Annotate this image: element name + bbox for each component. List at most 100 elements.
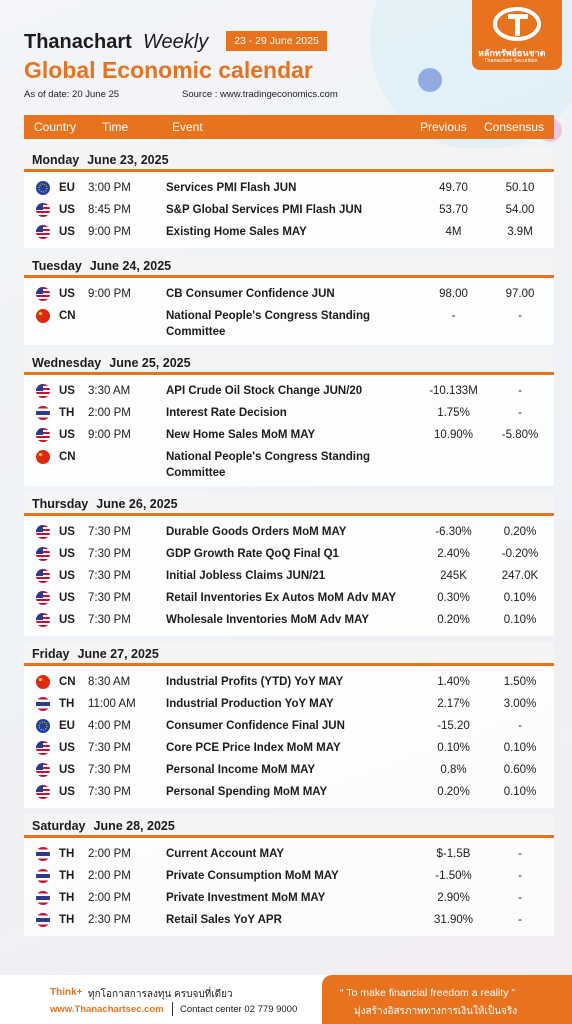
country: US	[59, 226, 75, 238]
consensus: -	[518, 892, 522, 904]
event-row: TH 2:00 PM Current Account MAY $-1.5B -	[24, 843, 554, 865]
flag	[36, 525, 50, 544]
country: TH	[59, 914, 75, 926]
column-label: Country	[34, 120, 77, 134]
previous: 0.20%	[437, 786, 470, 798]
event: Wholesale Inventories MoM Adv MAY	[166, 614, 369, 626]
previous: 4M	[445, 226, 462, 238]
flag	[36, 181, 50, 200]
flag	[36, 719, 50, 738]
event-row: EU 4:00 PM Consumer Confidence Final JUN -1…	[24, 715, 554, 737]
day-rows: EU 3:00 PM Services PMI Flash JUN 49.70 50.1…	[24, 172, 554, 248]
country: US	[59, 526, 75, 538]
event: Consumer Confidence Final JUN	[166, 720, 345, 732]
day-header: Wednesday June 25, 2025	[24, 351, 554, 375]
column-label: Event	[172, 120, 203, 134]
event: Industrial Production YoY MAY	[166, 698, 334, 710]
country: US	[59, 385, 75, 397]
previous: 2.17%	[437, 698, 470, 710]
event-row: TH 11:00 AM Industrial Production YoY MAY 2…	[24, 693, 554, 715]
consensus: 0.60%	[503, 764, 537, 776]
event-row: US 8:45 PM S&P Global Services PMI Flash J…	[24, 199, 554, 221]
event: Industrial Profits (YTD) YoY MAY	[166, 676, 344, 688]
flag	[36, 785, 50, 804]
event-row: US 3:30 AM API Crude Oil Stock Change JUN/…	[24, 380, 554, 402]
day-rows: US 7:30 PM Durable Goods Orders MoM MAY -6.…	[24, 516, 554, 636]
country: US	[59, 570, 75, 582]
flag	[36, 869, 50, 888]
event: National People's Congress Standing Comm…	[166, 451, 371, 479]
day-section: Monday June 23, 2025 EU 3:00 PM Services PMI…	[24, 148, 554, 248]
country: US	[59, 429, 75, 441]
consensus: 3.00%	[503, 698, 537, 710]
time: 2:30 PM	[88, 914, 131, 926]
time: 2:00 PM	[88, 407, 131, 419]
consensus: 0.10%	[503, 614, 537, 626]
day-rows: US 3:30 AM API Crude Oil Stock Change JUN/…	[24, 375, 554, 486]
event-row: US 9:00 PM Existing Home Sales MAY 4M 3.9M	[24, 221, 554, 243]
event: Durable Goods Orders MoM MAY	[166, 526, 347, 538]
day-section: Wednesday June 25, 2025 US 3:30 AM API Crude…	[24, 351, 554, 486]
time: 7:30 PM	[88, 614, 131, 626]
previous	[421, 449, 486, 481]
time: 7:30 PM	[88, 526, 131, 538]
event-row: CN National People's Congress Standing Co…	[24, 305, 554, 340]
time: 3:30 AM	[88, 385, 131, 397]
time	[88, 308, 166, 340]
event: Interest Rate Decision	[166, 407, 287, 419]
day-date: June 27, 2025	[77, 647, 159, 661]
country: US	[59, 204, 75, 216]
country: US	[59, 786, 75, 798]
previous: 31.90%	[433, 914, 473, 926]
day-date: June 23, 2025	[87, 153, 169, 167]
previous: 0.30%	[437, 592, 470, 604]
consensus: -	[518, 914, 522, 926]
event-row: US 7:30 PM Core PCE Price Index MoM MAY 0.1…	[24, 737, 554, 759]
event-row: US 7:30 PM Durable Goods Orders MoM MAY -6.…	[24, 521, 554, 543]
event: Private Consumption MoM MAY	[166, 870, 339, 882]
time: 2:00 PM	[88, 892, 131, 904]
event: Personal Income MoM MAY	[166, 764, 316, 776]
consensus: -0.20%	[501, 548, 539, 560]
consensus: -	[518, 407, 522, 419]
time: 2:00 PM	[88, 848, 131, 860]
event: Existing Home Sales MAY	[166, 226, 307, 238]
country: US	[59, 548, 75, 560]
previous: -15.20	[437, 720, 470, 732]
event: National People's Congress Standing Comm…	[166, 310, 371, 338]
consensus: -	[518, 720, 522, 732]
day-rows: CN 8:30 AM Industrial Profits (YTD) YoY MA…	[24, 666, 554, 808]
date-range: 23 - 29 June 2025	[226, 31, 327, 51]
previous: 0.10%	[437, 742, 470, 754]
flag	[36, 613, 50, 632]
previous: 10.90%	[433, 429, 473, 441]
title: Global Economic calendar	[24, 57, 313, 83]
day-name: Thursday	[32, 497, 89, 511]
consensus	[486, 449, 554, 481]
event-row: TH 2:30 PM Retail Sales YoY APR 31.90% -	[24, 909, 554, 931]
consensus: 50.10	[505, 182, 535, 194]
country: TH	[59, 698, 75, 710]
motto-en: “ To make financial freedom a reality ”	[340, 987, 515, 999]
as-of: As of date: 20 June 25	[24, 89, 120, 100]
time: 7:30 PM	[88, 592, 131, 604]
event-row: US 7:30 PM GDP Growth Rate QoQ Final Q1 2.4…	[24, 543, 554, 565]
website: www.Thanachartsec.com	[50, 1004, 164, 1015]
event-row: US 9:00 PM CB Consumer Confidence JUN 98.00…	[24, 283, 554, 305]
day-section: Friday June 27, 2025 CN 8:30 AM Industrial P…	[24, 642, 554, 808]
country: EU	[59, 720, 75, 732]
event-row: TH 2:00 PM Private Investment MoM MAY 2.90%…	[24, 887, 554, 909]
event-row: EU 3:00 PM Services PMI Flash JUN 49.70 50.1…	[24, 177, 554, 199]
column-label: Time	[102, 120, 129, 134]
event: Personal Spending MoM MAY	[166, 786, 328, 798]
previous: 2.90%	[437, 892, 470, 904]
previous: -10.133M	[429, 385, 478, 397]
country: US	[59, 742, 75, 754]
consensus: 1.50%	[503, 676, 537, 688]
flag	[36, 547, 50, 566]
logo: หลักทรัพย์ธนชาต Thanachart Securities	[472, 0, 562, 70]
time: 9:00 PM	[88, 226, 131, 238]
day-rows: TH 2:00 PM Current Account MAY $-1.5B - TH 2:0…	[24, 838, 554, 936]
day-header: Tuesday June 24, 2025	[24, 254, 554, 278]
